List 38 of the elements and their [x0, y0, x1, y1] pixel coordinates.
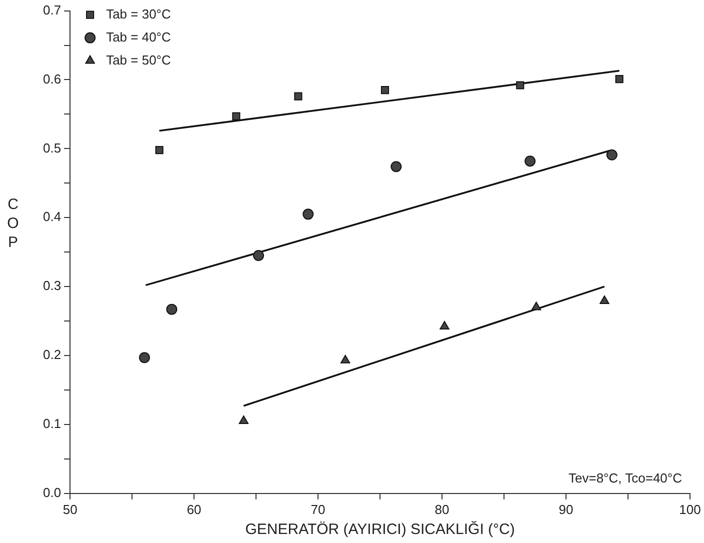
point [440, 321, 450, 330]
point [138, 352, 150, 364]
x-tick-label: 60 [186, 502, 202, 517]
x-tick-label: 70 [310, 502, 326, 517]
point [524, 156, 536, 167]
legend-label: Tab = 50°C [106, 52, 171, 68]
x-tick-label: 50 [62, 502, 78, 517]
y-tick-label: 0.2 [42, 347, 62, 362]
point [606, 149, 618, 160]
y-axis-title: COP [6, 195, 20, 252]
y-tick-label: 0.7 [42, 2, 62, 18]
x-axis-title: GENERATÖR (AYIRICI) SICAKLIĞI (°C) [245, 520, 515, 538]
y-tick-label: 0.3 [42, 278, 62, 294]
y-tick-label: 0.1 [42, 416, 62, 432]
point [253, 250, 264, 262]
point [390, 161, 402, 172]
annotation: Tev=8°C, Tco=40°C [568, 470, 682, 486]
y-tick-label: 0.5 [42, 140, 62, 156]
point [155, 146, 164, 154]
y-tick-label: 0.6 [42, 71, 62, 86]
point [166, 304, 178, 315]
legend-label: Tab = 40°C [106, 29, 171, 44]
point [294, 92, 302, 100]
x-tick-label: 90 [558, 502, 574, 517]
legend-label: Tab = 30°C [106, 6, 171, 22]
point [238, 416, 248, 424]
point [232, 112, 240, 120]
point [302, 208, 314, 220]
x-tick-label: 80 [434, 502, 450, 517]
point [516, 81, 524, 90]
text: 0.0 [42, 484, 62, 500]
point [615, 75, 624, 84]
y-tick-label: 0.4 [42, 209, 62, 224]
point [380, 86, 390, 94]
point [340, 354, 350, 364]
x-tick-label: 100 [679, 502, 701, 517]
point [531, 302, 542, 310]
point [600, 296, 610, 304]
